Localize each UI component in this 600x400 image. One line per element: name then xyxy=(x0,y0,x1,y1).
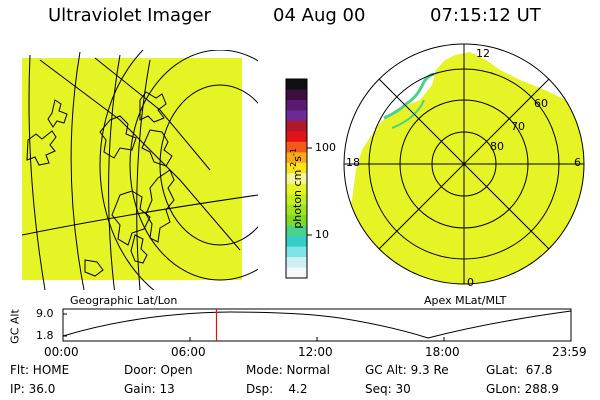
color-bar xyxy=(285,78,312,279)
coastline xyxy=(84,259,104,277)
altitude-plot-frame xyxy=(62,308,572,342)
geo-grid-line xyxy=(70,51,85,290)
colorbar-swatch xyxy=(286,257,307,269)
colorbar-swatch xyxy=(286,79,307,91)
geographic-map xyxy=(22,50,258,290)
coastline xyxy=(141,129,173,167)
status-seq: Seq: 30 xyxy=(365,382,411,396)
colorbar-swatch xyxy=(286,267,307,279)
polar-map xyxy=(343,43,585,285)
time-tick-2359: 23:59 xyxy=(552,345,587,359)
status-glat: GLat: 67.8 xyxy=(486,363,553,377)
colorbar-tick-100: 100 xyxy=(315,141,336,154)
geo-grid-line xyxy=(159,84,258,246)
time-tick-1200: 12:00 xyxy=(298,345,333,359)
colorbar-swatch xyxy=(286,131,307,143)
colorbar-swatch xyxy=(286,89,307,101)
mlt-label-18: 18 xyxy=(346,156,360,169)
coastline xyxy=(139,91,167,123)
time-tick-0000: 00:00 xyxy=(44,345,79,359)
colorbar-swatch xyxy=(286,141,307,153)
mlt-label-6: 6 xyxy=(574,156,581,169)
mlt-label-12: 12 xyxy=(476,47,490,60)
time-label: 07:15:12 UT xyxy=(430,5,541,26)
status-door: Door: Open xyxy=(124,363,193,377)
coastline xyxy=(111,190,151,246)
status-gc-alt: GC Alt: 9.3 Re xyxy=(365,363,449,377)
date-label: 04 Aug 00 xyxy=(273,5,366,26)
colorbar-swatch xyxy=(286,204,307,216)
status-glon: GLon: 288.9 xyxy=(486,382,559,396)
coastline xyxy=(145,169,175,243)
status-mode: Mode: Normal xyxy=(246,363,330,377)
colorbar-tick-10: 10 xyxy=(315,228,329,241)
polar-map-caption: Apex MLat/MLT xyxy=(424,294,507,307)
colorbar-swatch xyxy=(286,173,307,185)
coastline xyxy=(26,130,57,166)
colorbar-swatch xyxy=(286,120,307,132)
geo-grid-line xyxy=(22,194,258,236)
status-dsp: Dsp: 4.2 xyxy=(246,382,308,396)
colorbar-swatch xyxy=(286,183,307,195)
geo-grid-line xyxy=(108,54,121,290)
mlt-meridian xyxy=(378,78,550,250)
colorbar-swatch xyxy=(286,236,307,248)
mlat-label-70: 70 xyxy=(511,120,525,133)
geo-grid-line xyxy=(99,50,155,290)
status-flt: Flt: HOME xyxy=(10,363,70,377)
coastline xyxy=(130,234,148,264)
coastline xyxy=(99,115,137,159)
mlat-image-fill xyxy=(344,52,584,284)
mlat-label-60: 60 xyxy=(534,97,548,110)
colorbar-swatch xyxy=(286,215,307,227)
geo-grid-line xyxy=(39,59,241,251)
altitude-axis-label: GC Alt xyxy=(8,309,22,344)
aurora-edge xyxy=(391,99,425,129)
coastline xyxy=(47,99,68,128)
geo-grid-line xyxy=(136,59,151,290)
colorbar-swatch xyxy=(286,194,307,206)
colorbar-swatch xyxy=(286,225,307,237)
mlat-label-80: 80 xyxy=(490,140,504,153)
window-title: Ultraviolet Imager xyxy=(48,5,211,26)
time-tick-1800: 18:00 xyxy=(425,345,460,359)
geo-grid-line xyxy=(28,54,46,290)
altitude-tick-high: 9.0 xyxy=(36,307,54,320)
geo-map-caption: Geographic Lat/Lon xyxy=(70,294,178,307)
status-gain: Gain: 13 xyxy=(124,382,175,396)
colorbar-swatch xyxy=(286,110,307,122)
aurora-edge xyxy=(383,72,435,120)
status-ip: IP: 36.0 xyxy=(10,382,56,396)
geo-grid-line xyxy=(129,50,258,281)
colorbar-unit-label: photon cm-2s-1 xyxy=(289,148,304,229)
colorbar-swatch xyxy=(286,99,307,112)
colorbar-swatch xyxy=(286,152,307,164)
altitude-tick-low: 1.8 xyxy=(36,329,54,342)
altitude-panel xyxy=(62,308,572,342)
colorbar-swatch xyxy=(286,246,307,258)
colorbar-swatch xyxy=(286,162,307,174)
geo-grid-line xyxy=(94,57,211,171)
time-tick-0600: 06:00 xyxy=(171,345,206,359)
mlt-label-0: 0 xyxy=(467,276,474,289)
altitude-curve xyxy=(62,310,572,339)
